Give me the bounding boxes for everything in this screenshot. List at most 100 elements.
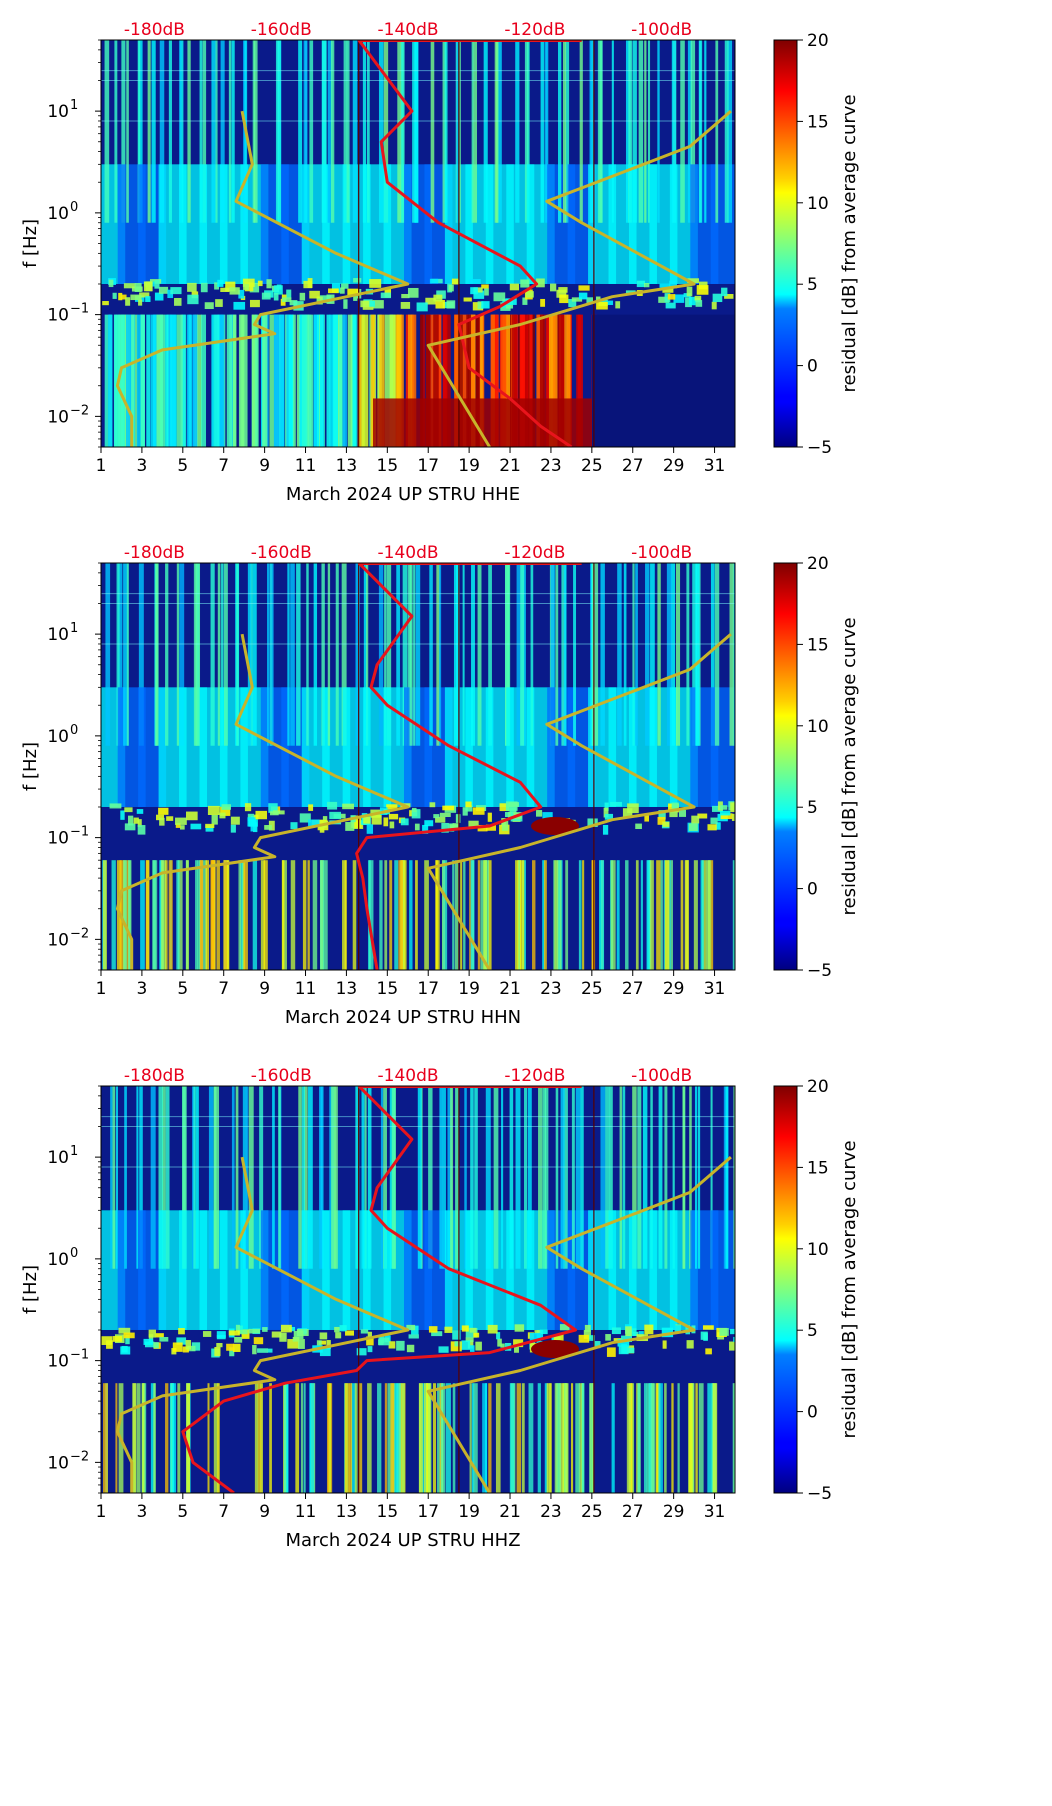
longperiod-streak	[145, 860, 150, 970]
microseism-cell	[525, 291, 534, 298]
microseism-cell	[605, 1334, 611, 1341]
x-tick-label: 25	[581, 979, 603, 999]
longperiod-streak	[545, 314, 551, 447]
longperiod-streak	[565, 1383, 569, 1493]
microseism-cell	[540, 298, 546, 307]
longperiod-streak	[118, 314, 124, 447]
daily-streak	[215, 40, 218, 223]
daily-streak	[565, 40, 570, 223]
longperiod-streak	[473, 1383, 478, 1493]
longperiod-streak	[240, 314, 245, 447]
colorbar-tick-label: 15	[807, 635, 829, 655]
longperiod-streak	[300, 1383, 303, 1493]
noise-model-curve	[426, 109, 732, 447]
longperiod-streak	[177, 1383, 181, 1493]
microseism-cell	[593, 1341, 601, 1349]
daily-streak	[118, 563, 123, 746]
daily-streak	[220, 40, 225, 223]
daily-streak	[714, 563, 720, 746]
longperiod-streak	[509, 1383, 515, 1493]
microseism-cell	[289, 1326, 296, 1332]
daily-streak	[252, 563, 257, 746]
longperiod-streak	[518, 860, 522, 970]
daily-streak	[540, 40, 544, 223]
microseism-cell	[228, 1330, 240, 1336]
longperiod-streak	[626, 1383, 631, 1493]
microseism-cell	[134, 283, 142, 292]
microseism-cell	[461, 1340, 471, 1350]
microseism-cell	[559, 1324, 570, 1331]
x-tick-label: 9	[259, 979, 270, 999]
microseism-cell	[286, 289, 292, 299]
microseism-cell	[339, 1325, 347, 1332]
microseism-cell	[406, 1344, 415, 1353]
daily-streak	[176, 563, 180, 746]
daily-streak	[638, 40, 644, 223]
microseism-cell	[729, 1341, 735, 1351]
daily-streak	[442, 1086, 446, 1269]
longperiod-streak	[650, 1383, 656, 1493]
microseism-cell	[255, 810, 268, 820]
x-tick-label: 5	[177, 1502, 188, 1522]
daily-streak	[509, 1086, 514, 1269]
microseism-cell	[689, 296, 696, 306]
top-db-label: -120dB	[504, 543, 565, 563]
microseism-cell	[121, 294, 127, 300]
microseism-cell	[380, 292, 391, 299]
daily-streak	[187, 40, 191, 223]
daily-streak	[196, 563, 200, 746]
x-tick-label: 7	[218, 979, 229, 999]
longperiod-streak	[500, 314, 507, 447]
longperiod-streak	[217, 1383, 220, 1493]
microseism-cell	[595, 296, 601, 303]
longperiod-streak	[410, 314, 415, 447]
x-tick-label: 1	[96, 1502, 107, 1522]
longperiod-streak	[115, 1383, 118, 1493]
microseism-cell	[702, 1325, 714, 1330]
longperiod-streak	[216, 860, 220, 970]
longperiod-streak	[260, 1383, 263, 1493]
x-tick-label: 15	[377, 456, 399, 476]
microseism-cell	[465, 805, 473, 812]
longperiod-streak	[122, 860, 127, 970]
daily-streak	[560, 1086, 565, 1269]
daily-streak	[436, 563, 440, 746]
longperiod-streak	[664, 1383, 667, 1493]
microseism-cell	[606, 1347, 616, 1357]
longperiod-streak	[433, 314, 439, 447]
longperiod-streak	[361, 314, 365, 447]
microseism-cell	[731, 813, 735, 821]
daily-streak	[147, 40, 151, 223]
daily-streak	[278, 40, 282, 223]
x-tick-label: 25	[581, 1502, 603, 1522]
x-tick-label: 17	[417, 979, 439, 999]
daily-streak	[695, 563, 700, 746]
microseism-cell	[367, 1346, 373, 1353]
microseism-cell	[250, 822, 257, 832]
psd-curve	[357, 40, 573, 447]
microseism-cell	[233, 1343, 241, 1352]
daily-streak	[150, 1086, 156, 1269]
microseism-cell	[345, 1330, 354, 1336]
longperiod-streak	[384, 314, 390, 447]
y-tick-label: 10	[47, 1453, 69, 1473]
microseism-cell	[441, 822, 449, 833]
microseism-cell	[249, 299, 260, 308]
microseism-cell	[145, 296, 151, 302]
microseism-cell	[469, 1327, 477, 1333]
daily-streak	[563, 1086, 568, 1269]
microseism-cell	[472, 807, 485, 815]
microseism-cell	[229, 1347, 235, 1357]
microseism-cell	[271, 1331, 282, 1338]
microseism-cell	[449, 824, 459, 829]
longperiod-streak	[379, 860, 383, 970]
microseism-cell	[422, 824, 429, 834]
longperiod-streak	[176, 860, 180, 970]
longperiod-streak	[480, 860, 486, 970]
microseism-cell	[454, 1341, 461, 1347]
microseism-cell	[273, 293, 279, 301]
longperiod-streak	[611, 1383, 615, 1493]
